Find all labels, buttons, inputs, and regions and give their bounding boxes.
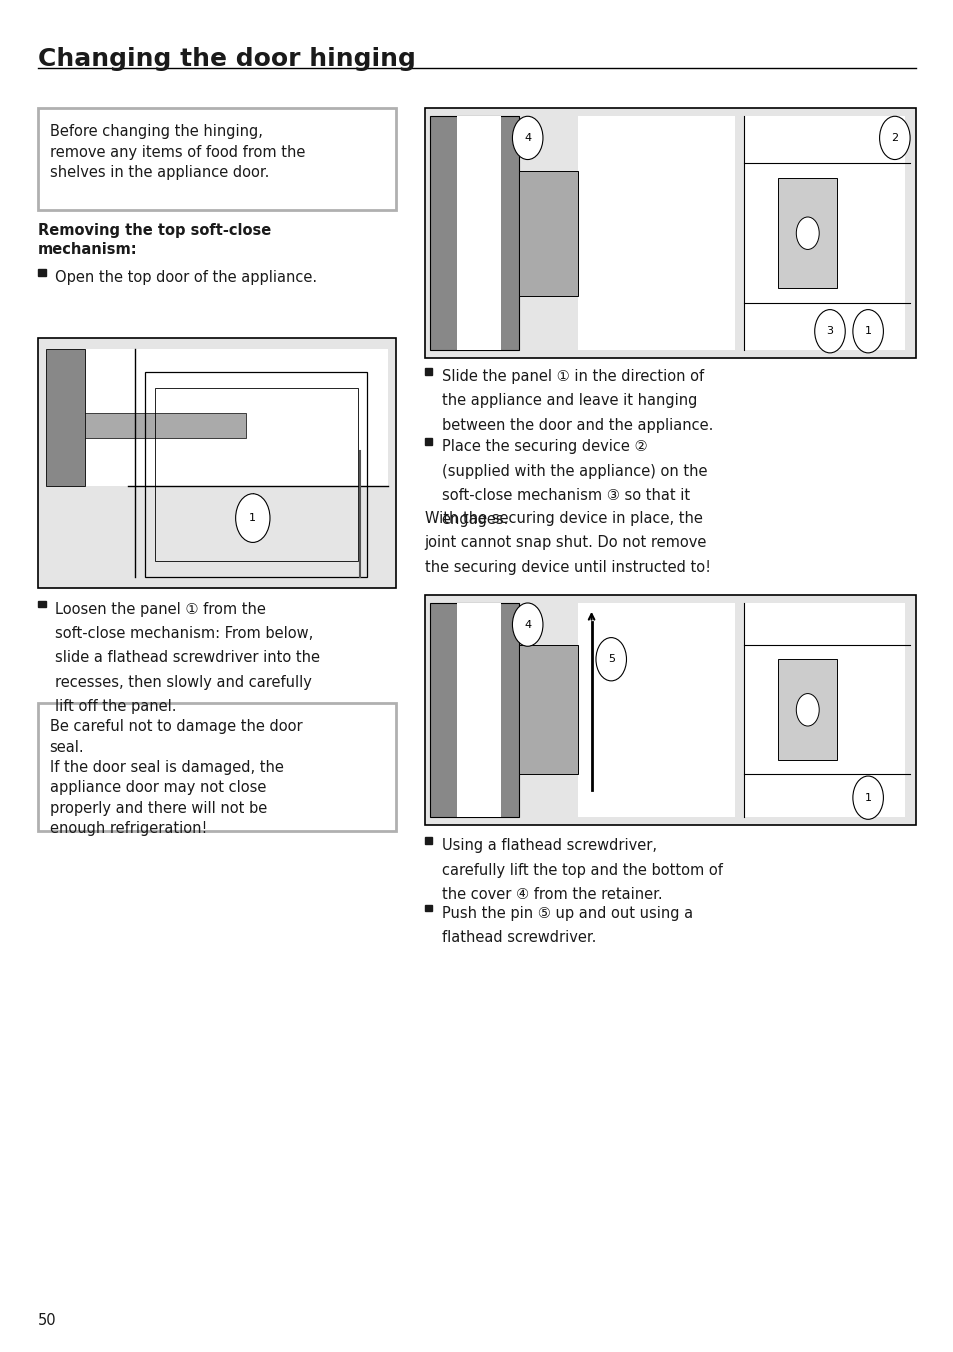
FancyBboxPatch shape xyxy=(38,703,395,831)
Bar xyxy=(154,388,357,561)
Text: 3: 3 xyxy=(825,326,833,337)
Text: 50: 50 xyxy=(38,1313,57,1328)
Text: soft-close mechanism: From below,: soft-close mechanism: From below, xyxy=(55,626,314,641)
Text: Slide the panel ① in the direction of: Slide the panel ① in the direction of xyxy=(441,369,703,384)
Bar xyxy=(577,116,734,350)
Circle shape xyxy=(879,116,909,160)
FancyBboxPatch shape xyxy=(424,595,915,825)
FancyBboxPatch shape xyxy=(424,108,915,358)
Text: 1: 1 xyxy=(863,326,871,337)
Text: Be careful not to damage the door
seal.
If the door seal is damaged, the
applian: Be careful not to damage the door seal. … xyxy=(50,719,302,837)
Text: joint cannot snap shut. Do not remove: joint cannot snap shut. Do not remove xyxy=(424,535,706,550)
Text: Push the pin ⑤ up and out using a: Push the pin ⑤ up and out using a xyxy=(441,906,692,921)
Circle shape xyxy=(512,116,542,160)
Text: soft-close mechanism ③ so that it: soft-close mechanism ③ so that it xyxy=(441,488,689,503)
Bar xyxy=(424,837,432,844)
Text: slide a flathead screwdriver into the: slide a flathead screwdriver into the xyxy=(55,650,320,665)
Bar xyxy=(46,349,85,487)
Text: the securing device until instructed to!: the securing device until instructed to! xyxy=(424,560,710,575)
Text: flathead screwdriver.: flathead screwdriver. xyxy=(441,930,596,945)
Text: recesses, then slowly and carefully: recesses, then slowly and carefully xyxy=(55,675,312,690)
Text: 4: 4 xyxy=(523,132,531,143)
Text: With the securing device in place, the: With the securing device in place, the xyxy=(424,511,701,526)
Text: 4: 4 xyxy=(523,619,531,630)
Bar xyxy=(46,349,388,487)
Bar xyxy=(778,660,837,760)
FancyBboxPatch shape xyxy=(38,338,395,588)
Text: between the door and the appliance.: between the door and the appliance. xyxy=(441,418,712,433)
Bar xyxy=(743,116,904,350)
Circle shape xyxy=(852,310,882,353)
Text: 5: 5 xyxy=(607,654,614,664)
Circle shape xyxy=(796,694,819,726)
Bar xyxy=(456,116,500,350)
Text: Loosen the panel ① from the: Loosen the panel ① from the xyxy=(55,602,266,617)
Text: 1: 1 xyxy=(249,514,256,523)
Text: engages.: engages. xyxy=(441,512,509,527)
Text: (supplied with the appliance) on the: (supplied with the appliance) on the xyxy=(441,464,706,479)
Bar xyxy=(38,600,46,607)
Text: Open the top door of the appliance.: Open the top door of the appliance. xyxy=(55,270,317,285)
Circle shape xyxy=(512,603,542,646)
Bar xyxy=(778,178,837,288)
Circle shape xyxy=(596,638,626,681)
Bar xyxy=(424,368,432,375)
Text: Place the securing device ②: Place the securing device ② xyxy=(441,439,647,454)
Text: Changing the door hinging: Changing the door hinging xyxy=(38,47,416,72)
Circle shape xyxy=(796,218,819,249)
Bar xyxy=(430,603,518,817)
Bar xyxy=(424,904,432,911)
Bar xyxy=(430,116,518,350)
Text: Before changing the hinging,
remove any items of food from the
shelves in the ap: Before changing the hinging, remove any … xyxy=(50,124,305,180)
Circle shape xyxy=(235,493,270,542)
Text: carefully lift the top and the bottom of: carefully lift the top and the bottom of xyxy=(441,863,721,877)
Bar xyxy=(424,438,432,445)
Bar xyxy=(145,372,367,577)
Bar xyxy=(518,645,577,775)
Text: Removing the top soft-close
mechanism:: Removing the top soft-close mechanism: xyxy=(38,223,271,257)
Bar xyxy=(743,603,904,817)
Circle shape xyxy=(814,310,844,353)
FancyBboxPatch shape xyxy=(38,108,395,210)
Text: Using a flathead screwdriver,: Using a flathead screwdriver, xyxy=(441,838,656,853)
Circle shape xyxy=(852,776,882,819)
Text: 1: 1 xyxy=(863,792,871,803)
Bar xyxy=(577,603,734,817)
Bar xyxy=(518,170,577,296)
Text: lift off the panel.: lift off the panel. xyxy=(55,699,176,714)
Bar xyxy=(456,603,500,817)
Text: the cover ④ from the retainer.: the cover ④ from the retainer. xyxy=(441,887,661,902)
Text: 2: 2 xyxy=(890,132,898,143)
Text: the appliance and leave it hanging: the appliance and leave it hanging xyxy=(441,393,697,408)
Bar xyxy=(85,414,246,438)
Bar xyxy=(38,269,46,276)
